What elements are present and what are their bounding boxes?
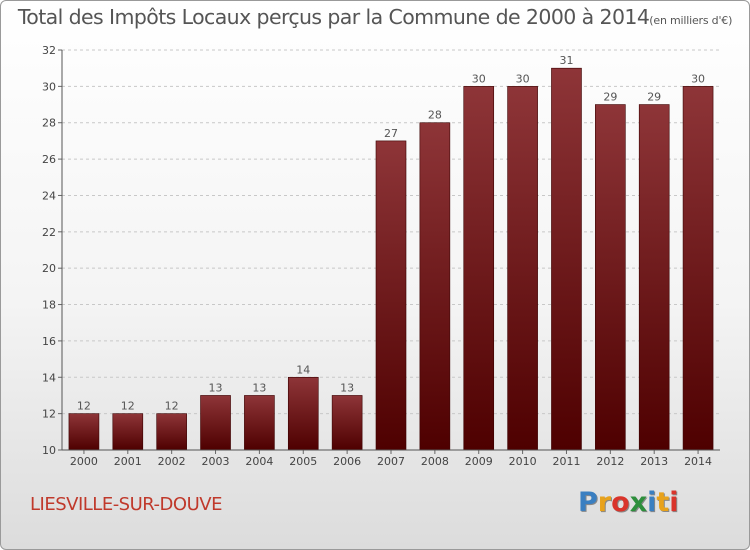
y-tick-label: 32 [42, 44, 56, 57]
x-tick-label: 2008 [421, 455, 449, 468]
bar [156, 413, 187, 451]
y-tick-label: 12 [42, 408, 56, 421]
x-tick-label: 2004 [245, 455, 273, 468]
y-tick-label: 22 [42, 226, 56, 239]
bar [68, 413, 100, 451]
bar [375, 140, 407, 451]
data-label: 12 [77, 400, 91, 413]
data-label: 30 [691, 72, 705, 85]
x-tick-label: 2001 [114, 455, 142, 468]
data-label: 29 [603, 91, 617, 104]
y-tick-label: 24 [42, 189, 56, 202]
data-label: 12 [165, 400, 179, 413]
logo-letter: P [578, 487, 598, 518]
data-label: 30 [472, 72, 486, 85]
x-tick-label: 2012 [596, 455, 624, 468]
bar [419, 122, 451, 451]
x-tick-label: 2003 [202, 455, 230, 468]
x-tick-label: 2005 [289, 455, 317, 468]
data-label: 12 [121, 400, 135, 413]
bar [682, 86, 714, 451]
bar [507, 86, 538, 451]
y-tick-label: 26 [42, 153, 56, 166]
x-tick-label: 2011 [552, 455, 580, 468]
y-tick-label: 14 [42, 371, 56, 384]
title-unit: (en milliers d'€) [649, 14, 733, 27]
bar [595, 104, 626, 451]
logo-letter: r [597, 487, 612, 518]
data-label: 13 [209, 381, 223, 394]
y-tick-label: 20 [42, 262, 56, 275]
logo-letter: t [656, 487, 670, 518]
commune-name: LIESVILLE-SUR-DOUVE [30, 494, 222, 515]
data-label: 27 [384, 127, 398, 140]
data-label: 13 [340, 381, 354, 394]
bar [551, 67, 582, 451]
logo-letter: i [669, 487, 679, 518]
y-tick-label: 30 [42, 80, 56, 93]
bar [200, 395, 231, 451]
x-tick-label: 2010 [509, 455, 537, 468]
data-label: 13 [252, 381, 266, 394]
data-label: 28 [428, 109, 442, 122]
y-tick-label: 28 [42, 117, 56, 130]
bar [287, 376, 319, 451]
x-tick-label: 2002 [158, 455, 186, 468]
bar [331, 395, 363, 451]
bar [112, 413, 144, 451]
y-tick-label: 16 [42, 335, 56, 348]
x-tick-label: 2009 [465, 455, 493, 468]
data-label: 30 [516, 72, 530, 85]
bar [638, 104, 670, 451]
x-tick-label: 2000 [70, 455, 98, 468]
data-label: 14 [296, 363, 310, 376]
y-tick-label: 18 [42, 299, 56, 312]
logo-letter: x [629, 487, 648, 518]
x-tick-label: 2007 [377, 455, 405, 468]
title-text: Total des Impôts Locaux perçus par la Co… [17, 5, 650, 29]
data-label: 31 [559, 54, 573, 67]
proxiti-logo: Proxiti [578, 487, 679, 518]
x-tick-label: 2006 [333, 455, 361, 468]
x-tick-label: 2014 [684, 455, 712, 468]
y-tick-label: 10 [42, 444, 56, 457]
bar [463, 86, 495, 451]
bar [244, 395, 275, 451]
x-tick-label: 2013 [640, 455, 668, 468]
chart-title: Total des Impôts Locaux perçus par la Co… [0, 5, 750, 29]
bars: 12 12 12 13 13 14 13 27 28 30 30 31 29 29 30 [68, 54, 714, 451]
logo-letter: o [611, 487, 630, 518]
logo-letter: i [647, 487, 657, 518]
axes: 10 12 14 16 18 20 22 24 26 28 30 32 2000 2001 2002 2003… [42, 44, 720, 468]
data-label: 29 [647, 91, 661, 104]
